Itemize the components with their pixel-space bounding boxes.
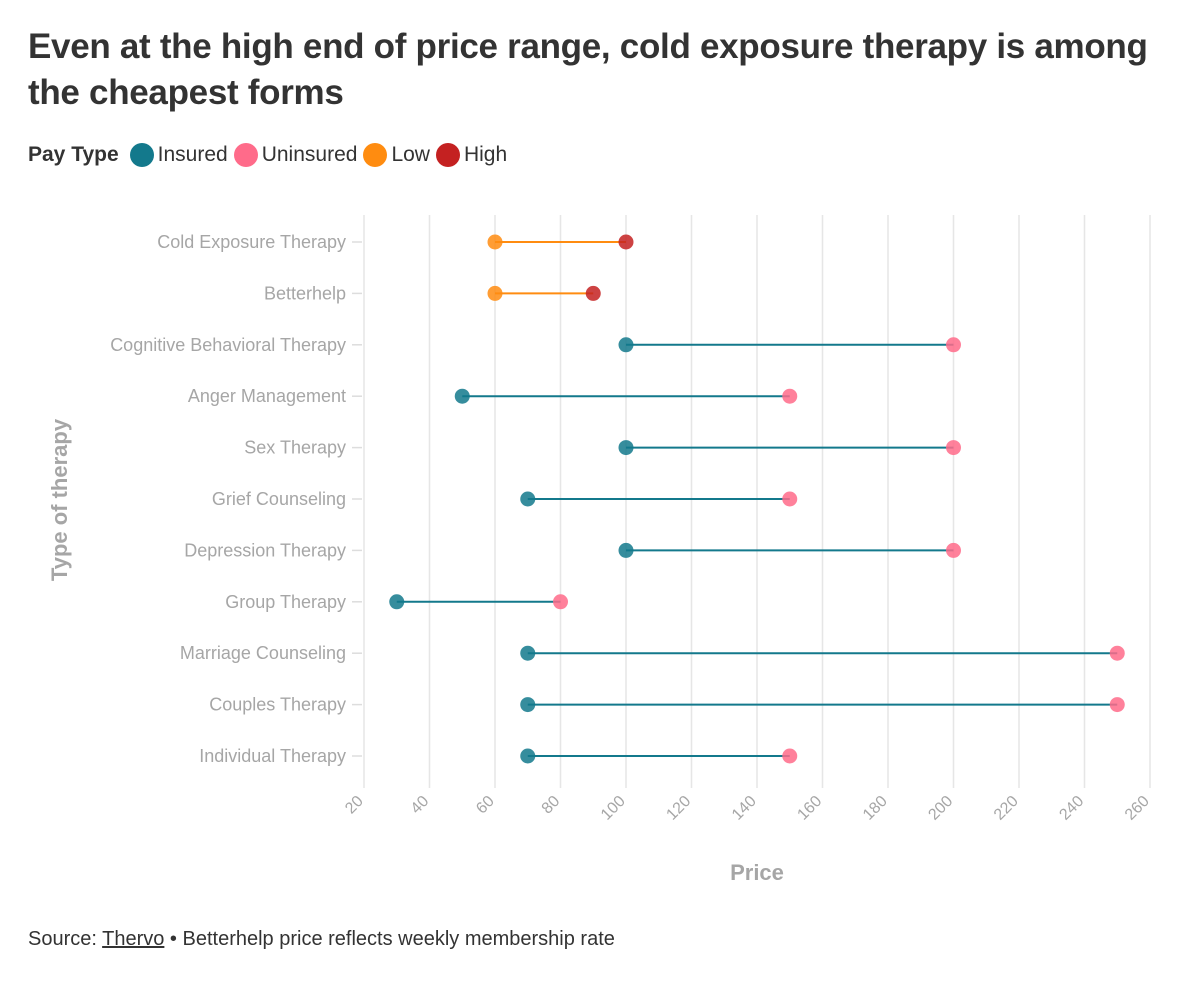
category-label-cold-exposure-therapy: Cold Exposure Therapy [157,232,346,252]
legend-item-uninsured[interactable]: Uninsured [233,143,358,167]
category-label-depression-therapy: Depression Therapy [184,540,346,560]
x-tick-label-20: 20 [342,793,367,818]
x-tick-label-100: 100 [598,793,629,824]
point-uninsured-couples-therapy[interactable] [1109,697,1125,713]
y-axis-title: Type of therapy [47,418,72,581]
point-uninsured-individual-therapy[interactable] [782,748,798,764]
point-uninsured-depression-therapy[interactable] [946,542,961,558]
point-insured-individual-therapy[interactable] [520,748,536,764]
chart-title: Even at the high end of price range, col… [28,27,1148,112]
legend-item-low[interactable]: Low [363,143,430,167]
point-insured-group-therapy[interactable] [389,594,405,610]
legend-item-insured[interactable]: Insured [129,143,228,167]
footer-prefix: Source: [28,928,103,950]
point-uninsured-marriage-counseling[interactable] [1109,645,1125,661]
legend-label-low: Low [391,143,430,166]
category-label-anger-management: Anger Management [188,386,346,406]
x-tick-label-260: 260 [1122,793,1153,824]
x-tick-label-220: 220 [991,793,1022,824]
x-tick-label-80: 80 [539,793,564,818]
source-link[interactable]: Thervo [102,928,165,950]
legend-swatch-high [435,143,460,167]
category-label-grief-counseling: Grief Counseling [212,489,346,509]
legend-label-insured: Insured [157,143,228,166]
x-tick-label-140: 140 [729,793,760,824]
footer-note: • Betterhelp price reflects weekly membe… [164,928,615,950]
point-low-cold-exposure-therapy[interactable] [487,234,503,250]
point-insured-couples-therapy[interactable] [520,697,536,713]
point-insured-cognitive-behavioral-therapy[interactable] [618,337,634,353]
legend-swatch-low [363,143,388,167]
x-tick-label-180: 180 [860,793,891,824]
x-axis-title: Price [730,860,784,885]
x-tick-label-160: 160 [794,793,825,824]
category-label-couples-therapy: Couples Therapy [209,695,346,715]
point-uninsured-grief-counseling[interactable] [782,491,798,507]
legend-title: Pay Type [28,143,119,166]
footer: Source: Thervo • Betterhelp price reflec… [28,928,615,951]
x-tick-label-200: 200 [925,793,956,824]
x-tick-label-120: 120 [663,793,694,824]
legend: Pay Type Insured Uninsured Low High [28,140,513,170]
legend-item-high[interactable]: High [435,143,508,167]
point-uninsured-sex-therapy[interactable] [946,440,961,456]
x-tick-label-240: 240 [1056,793,1087,824]
point-low-betterhelp[interactable] [487,285,503,301]
dumbbell-chart: 20 40 60 80 100 120 140 160 180 200 220 240 260 Price… [47,215,1153,885]
category-label-cognitive-behavioral-therapy: Cognitive Behavioral Therapy [110,335,346,355]
category-label-sex-therapy: Sex Therapy [244,438,346,458]
legend-label-high: High [463,143,508,166]
point-insured-marriage-counseling[interactable] [520,645,536,661]
legend-swatch-uninsured [233,143,258,167]
x-tick-label-60: 60 [473,793,498,818]
category-label-marriage-counseling: Marriage Counseling [180,643,346,663]
category-label-group-therapy: Group Therapy [225,592,346,612]
legend-swatch-insured [129,143,154,167]
point-high-cold-exposure-therapy[interactable] [618,234,634,250]
point-uninsured-cognitive-behavioral-therapy[interactable] [946,337,961,353]
point-uninsured-anger-management[interactable] [782,388,798,404]
category-label-individual-therapy: Individual Therapy [199,746,346,766]
category-label-betterhelp: Betterhelp [264,283,346,303]
x-tick-label-40: 40 [408,793,433,818]
point-high-betterhelp[interactable] [585,285,601,301]
point-insured-sex-therapy[interactable] [618,440,634,456]
point-insured-grief-counseling[interactable] [520,491,536,507]
legend-label-uninsured: Uninsured [261,143,358,166]
point-insured-depression-therapy[interactable] [618,542,634,558]
point-uninsured-group-therapy[interactable] [553,594,568,610]
point-insured-anger-management[interactable] [454,388,470,404]
